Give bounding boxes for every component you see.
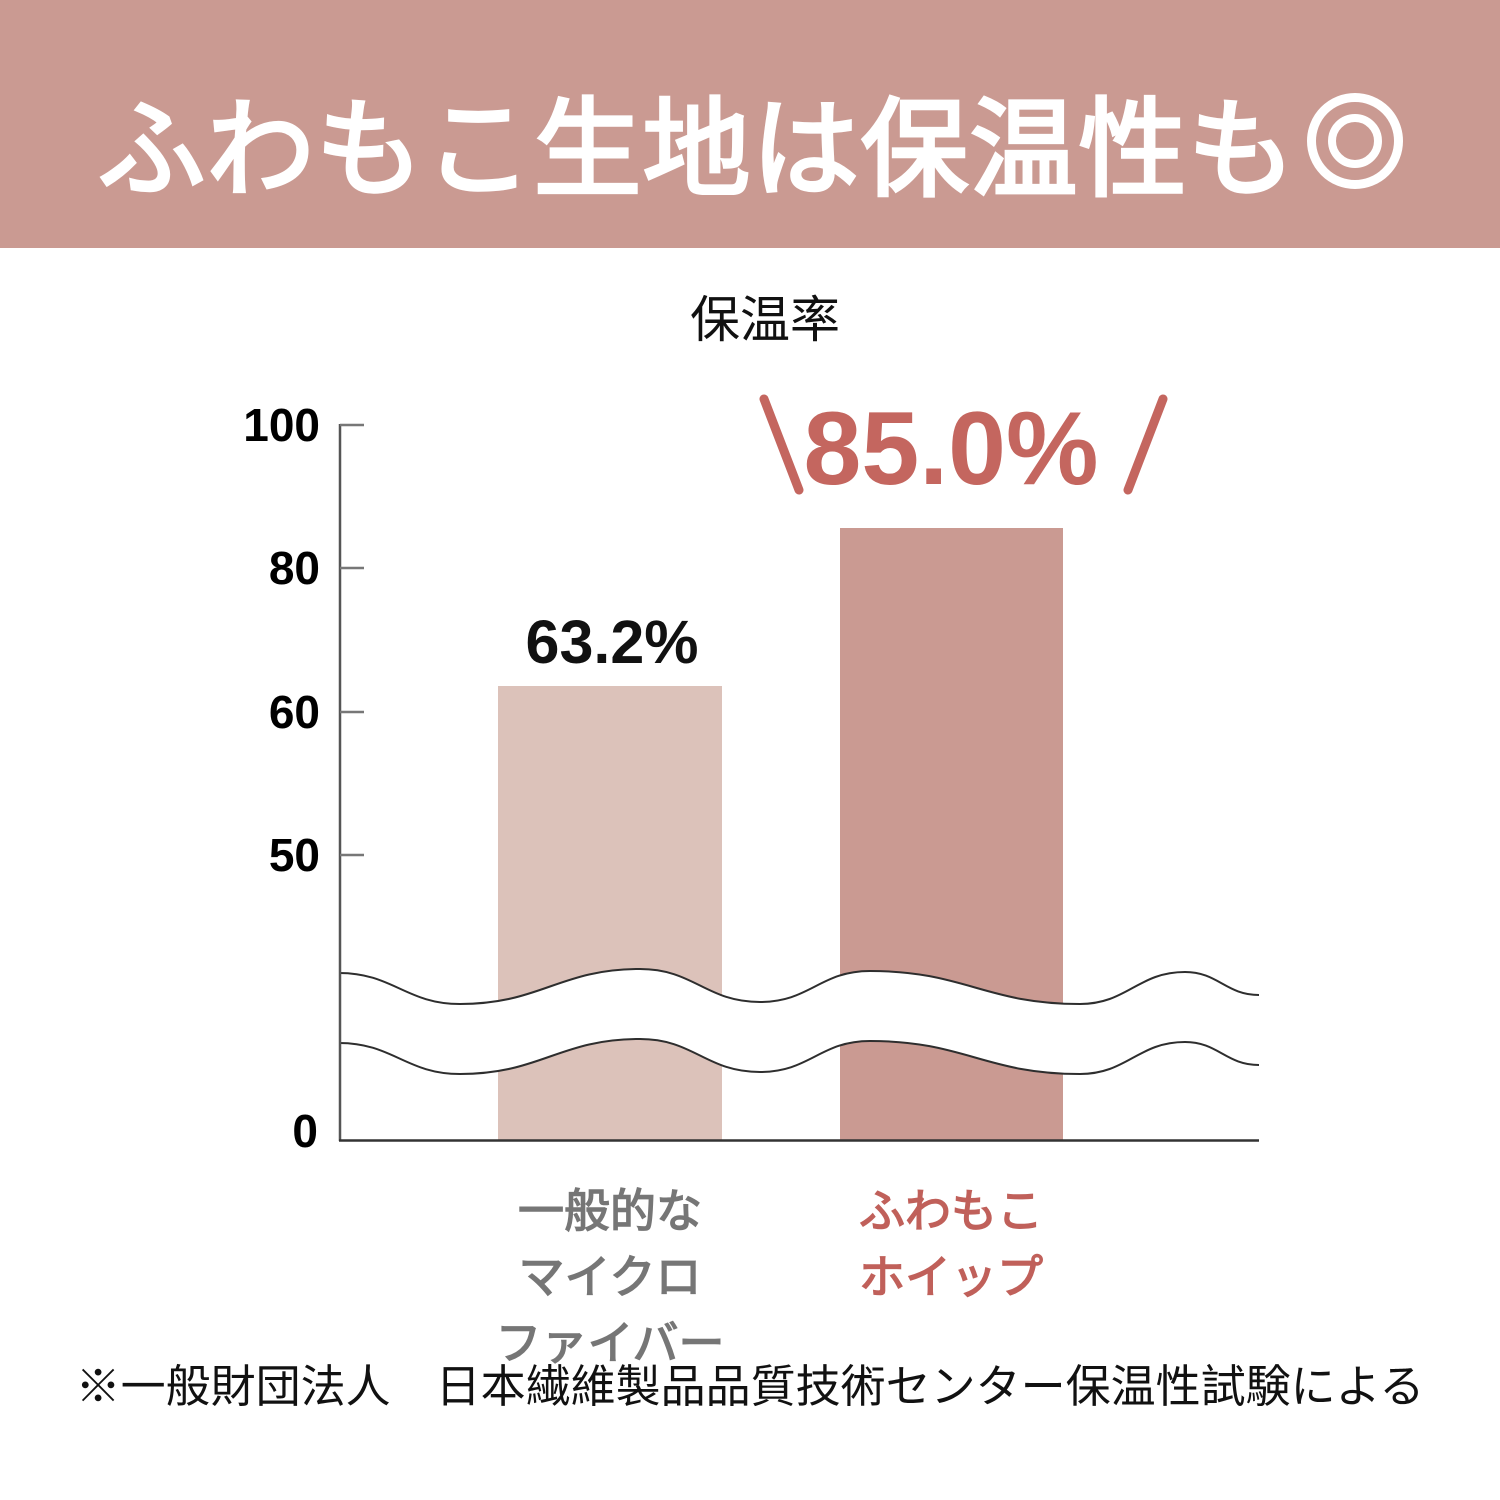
double-circle-icon-inner [1327, 114, 1382, 168]
emphasis-slash [1123, 394, 1168, 495]
value-label-generic-microfiber: 63.2% [526, 608, 699, 676]
emphasis-backslash [759, 394, 804, 495]
double-circle-icon [1306, 93, 1403, 189]
page-title-text: ふわもこ生地は保温性も [97, 89, 1297, 210]
axis-break-band [339, 969, 1259, 1074]
page-title: ふわもこ生地は保温性も [97, 63, 1403, 219]
axis-break-upper-wave [338, 967, 1260, 1006]
axis-break-lower-wave [338, 1037, 1260, 1076]
chart-title: 保温率 [690, 292, 840, 348]
bar-generic-microfiber [498, 686, 722, 1140]
value-label-fuwamoko-whip: 85.0% [804, 391, 1099, 507]
y-tick-label-60: 60 [269, 686, 320, 738]
y-tick-label-100: 100 [243, 399, 320, 451]
y-tick-label-0: 0 [292, 1105, 318, 1157]
y-tick-label-80: 80 [269, 542, 320, 594]
y-tick-label-50: 50 [269, 829, 320, 881]
category-label-fuwamoko-whip: ふわもこ ホイップ [859, 1185, 1043, 1303]
header-banner: ふわもこ生地は保温性も [0, 0, 1500, 248]
category-label-generic-microfiber: 一般的な マイクロ ファイバー [495, 1185, 725, 1369]
footnote: ※一般財団法人 日本繊維製品品質技術センター保温性試験による [75, 1361, 1425, 1412]
